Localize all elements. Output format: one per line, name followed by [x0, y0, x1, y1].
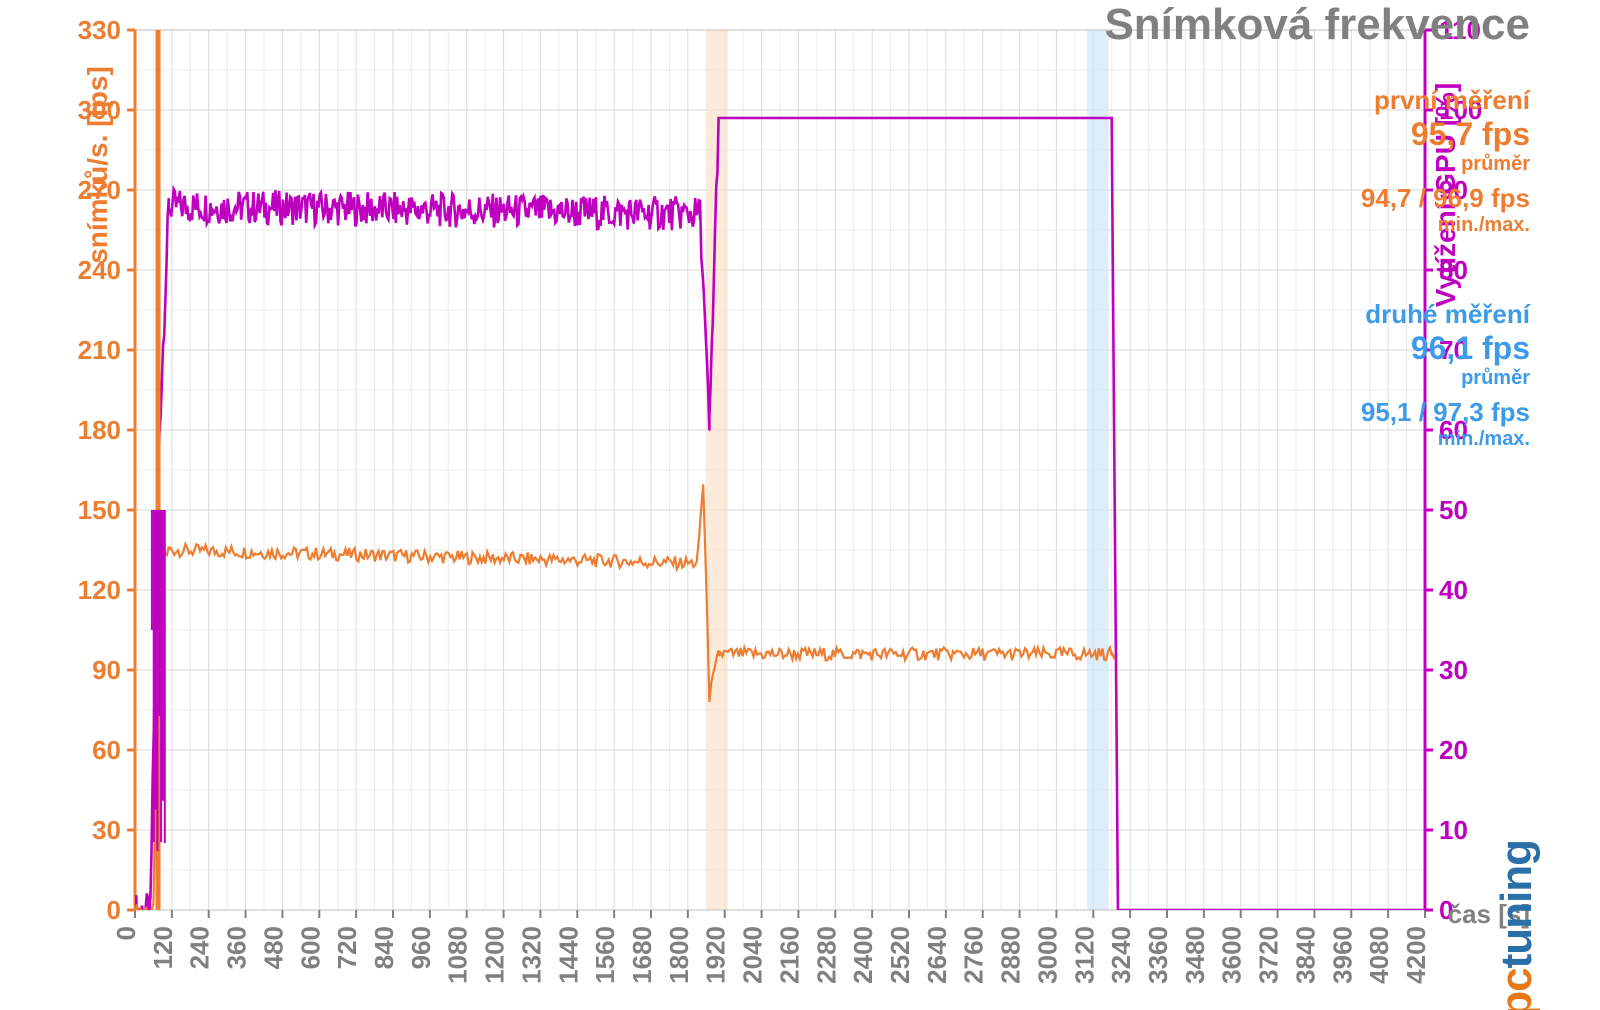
svg-text:960: 960	[406, 926, 436, 969]
svg-text:2880: 2880	[996, 926, 1026, 984]
svg-text:4080: 4080	[1364, 926, 1394, 984]
svg-text:840: 840	[369, 926, 399, 969]
svg-text:2160: 2160	[774, 926, 804, 984]
svg-text:3960: 3960	[1327, 926, 1357, 984]
logo-tuning: tuning	[1492, 840, 1541, 968]
svg-text:1320: 1320	[516, 926, 546, 984]
legend-second-avg-lbl: průměr	[1361, 367, 1530, 390]
svg-text:40: 40	[1439, 575, 1468, 605]
logo-pc: pc	[1492, 968, 1541, 1010]
svg-text:120: 120	[148, 926, 178, 969]
svg-text:2760: 2760	[959, 926, 989, 984]
svg-text:30: 30	[92, 815, 121, 845]
svg-text:3000: 3000	[1032, 926, 1062, 984]
svg-text:3120: 3120	[1069, 926, 1099, 984]
svg-text:1200: 1200	[480, 926, 510, 984]
legend-first-avg-lbl: průměr	[1361, 153, 1530, 176]
svg-text:1920: 1920	[701, 926, 731, 984]
svg-text:120: 120	[78, 575, 121, 605]
svg-text:1800: 1800	[664, 926, 694, 984]
watermark-logo: pctuning	[1492, 840, 1542, 1010]
svg-text:2520: 2520	[885, 926, 915, 984]
svg-text:360: 360	[222, 926, 252, 969]
svg-text:20: 20	[1439, 735, 1468, 765]
svg-text:2640: 2640	[922, 926, 952, 984]
legend-first-avg: 95,7 fps	[1361, 116, 1530, 153]
svg-text:3360: 3360	[1143, 926, 1173, 984]
svg-text:60: 60	[92, 735, 121, 765]
legend-first-minmax: 94,7 / 96,9 fps	[1361, 184, 1530, 214]
svg-text:3840: 3840	[1290, 926, 1320, 984]
svg-text:180: 180	[78, 415, 121, 445]
svg-text:10: 10	[1439, 815, 1468, 845]
svg-text:2400: 2400	[848, 926, 878, 984]
svg-text:720: 720	[332, 926, 362, 969]
svg-text:1680: 1680	[627, 926, 657, 984]
svg-text:2280: 2280	[811, 926, 841, 984]
svg-text:210: 210	[78, 335, 121, 365]
svg-text:240: 240	[185, 926, 215, 969]
svg-text:1440: 1440	[553, 926, 583, 984]
svg-text:2040: 2040	[738, 926, 768, 984]
svg-text:1080: 1080	[443, 926, 473, 984]
svg-text:30: 30	[1439, 655, 1468, 685]
chart-root: 0120240360480600720840960108012001320144…	[0, 0, 1600, 1010]
legend-first: první měření 95,7 fps průměr 94,7 / 96,9…	[1361, 86, 1530, 237]
legend-second-mm-lbl: min./max.	[1361, 428, 1530, 451]
svg-text:snímků/s. [fps]: snímků/s. [fps]	[82, 66, 113, 264]
chart-title: Snímková frekvence	[1104, 0, 1530, 50]
svg-text:330: 330	[78, 15, 121, 45]
svg-text:480: 480	[258, 926, 288, 969]
svg-text:3600: 3600	[1217, 926, 1247, 984]
svg-text:3240: 3240	[1106, 926, 1136, 984]
svg-text:0: 0	[107, 895, 121, 925]
legend-second-minmax: 95,1 / 97,3 fps	[1361, 398, 1530, 428]
svg-text:4200: 4200	[1401, 926, 1431, 984]
svg-text:150: 150	[78, 495, 121, 525]
svg-text:90: 90	[92, 655, 121, 685]
svg-text:3480: 3480	[1180, 926, 1210, 984]
svg-text:50: 50	[1439, 495, 1468, 525]
svg-text:3720: 3720	[1254, 926, 1284, 984]
svg-text:600: 600	[295, 926, 325, 969]
legend-second-title: druhé měření	[1361, 300, 1530, 330]
legend-first-title: první měření	[1361, 86, 1530, 116]
svg-text:1560: 1560	[590, 926, 620, 984]
legend-second-avg: 96,1 fps	[1361, 330, 1530, 367]
svg-text:0: 0	[111, 926, 141, 940]
legend-first-mm-lbl: min./max.	[1361, 214, 1530, 237]
legend-second: druhé měření 96,1 fps průměr 95,1 / 97,3…	[1361, 300, 1530, 451]
